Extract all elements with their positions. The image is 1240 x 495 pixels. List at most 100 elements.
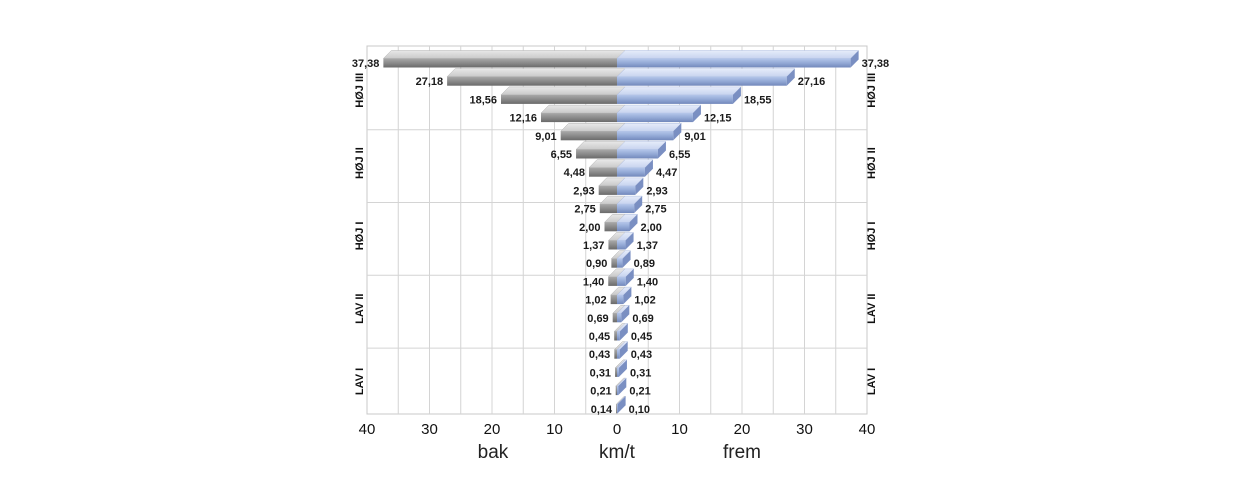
label-layer: 40 30 20 10 0 10 20 30 40 HØJ III HØJ III HØJ II HØJ…	[352, 58, 889, 438]
bar-frem-top	[616, 123, 682, 132]
bar-bak	[615, 367, 617, 377]
bar-frem-side	[657, 141, 666, 159]
bar-bak-top	[540, 104, 626, 114]
bar-bak-top	[560, 123, 626, 132]
bar-frem	[617, 367, 619, 377]
data-label-frem: 1,02	[634, 295, 655, 307]
data-label-frem: 2,75	[645, 204, 666, 216]
bar-bak	[612, 313, 617, 323]
group-label-right: LAV I	[866, 368, 878, 395]
bar-frem-side	[623, 287, 632, 305]
bar-bak	[610, 295, 617, 305]
bar-frem	[617, 386, 619, 396]
data-label-bak: 37,38	[352, 58, 380, 70]
group-label-left: HØJ II	[354, 147, 366, 179]
bar-frem-side	[625, 268, 634, 286]
bar-frem	[617, 185, 636, 195]
data-label-bak: 0,45	[589, 331, 610, 343]
group-label-right: HØJ II	[866, 147, 878, 179]
group-label-left: LAV I	[354, 368, 366, 395]
bar-bak	[614, 331, 617, 341]
bar-frem	[617, 131, 674, 141]
data-label-bak: 0,69	[587, 313, 608, 325]
data-label-bak: 1,02	[585, 295, 606, 307]
x-axis-label-right: frem	[723, 442, 761, 463]
data-label-bak: 6,55	[551, 149, 572, 161]
x-tick-label: 30	[421, 421, 438, 438]
bar-bak	[501, 94, 617, 104]
bar-frem-top	[616, 141, 667, 150]
group-label-left: LAV II	[354, 294, 366, 324]
bar-bak-top	[575, 141, 626, 150]
x-axis-label-center: km/t	[599, 442, 636, 463]
data-label-frem: 2,00	[641, 222, 662, 234]
x-axis-label-left: bak	[478, 442, 509, 463]
bar-frem-side	[634, 196, 643, 214]
bar-frem	[617, 113, 693, 123]
bar-frem-side	[635, 177, 644, 195]
data-label-frem: 0,69	[632, 313, 653, 325]
bar-bak	[541, 113, 617, 123]
bar-frem-side	[644, 159, 653, 177]
data-label-frem: 0,31	[630, 367, 651, 379]
group-label-left: HØJ I	[354, 222, 366, 251]
bar-frem-side	[621, 305, 630, 323]
data-label-bak: 12,16	[509, 113, 537, 125]
data-label-bak: 1,40	[583, 276, 604, 288]
bar-bak	[589, 167, 617, 177]
bar-frem	[617, 276, 626, 286]
data-label-frem: 0,21	[629, 386, 650, 398]
bar-frem	[617, 76, 787, 86]
x-tick-label: 20	[734, 421, 751, 438]
bar-frem-side	[619, 323, 628, 341]
bar-frem-side	[617, 396, 626, 414]
group-label-left: HØJ III	[354, 73, 366, 108]
bar-bak-top	[382, 50, 626, 59]
bar-frem-side	[618, 359, 627, 377]
bar-frem	[617, 204, 635, 214]
data-label-frem: 27,16	[798, 76, 826, 88]
data-label-bak: 0,21	[590, 386, 611, 398]
group-label-right: HØJ III	[866, 73, 878, 108]
bar-frem	[617, 167, 645, 177]
bar-frem-side	[622, 250, 631, 268]
bar-bak-top	[446, 68, 626, 77]
bar-bak	[576, 149, 617, 159]
data-label-bak: 0,43	[589, 349, 610, 361]
bar-bak-top	[500, 86, 626, 96]
bar-bak	[611, 258, 617, 268]
data-label-bak: 0,90	[586, 258, 607, 270]
data-label-frem: 6,55	[669, 149, 690, 161]
x-tick-label: 30	[796, 421, 813, 438]
data-label-bak: 0,14	[591, 404, 613, 416]
bar-bak	[560, 131, 617, 141]
bar-frem-top	[616, 104, 702, 114]
bar-frem	[617, 349, 620, 359]
bar-frem-top	[616, 86, 742, 96]
x-tick-label: 10	[671, 421, 688, 438]
bar-bak	[614, 349, 617, 359]
bar-frem	[617, 313, 622, 323]
bar-frem	[617, 58, 851, 68]
bar-bak	[599, 204, 617, 214]
data-label-frem: 1,37	[637, 240, 658, 252]
data-label-frem: 37,38	[862, 58, 890, 70]
data-label-frem: 0,43	[631, 349, 652, 361]
bar-bak	[608, 240, 617, 250]
bar-frem-side	[786, 68, 795, 86]
data-label-bak: 2,75	[574, 204, 595, 216]
bar-bak	[604, 222, 617, 232]
bar-frem	[617, 331, 620, 341]
bar-frem	[617, 240, 626, 250]
data-label-frem: 0,10	[629, 404, 650, 416]
data-label-bak: 18,56	[469, 94, 497, 106]
data-label-frem: 1,40	[637, 276, 658, 288]
bar-frem-side	[673, 123, 682, 141]
bar-frem	[617, 295, 624, 305]
data-label-frem: 0,45	[631, 331, 652, 343]
bar-frem	[617, 222, 630, 232]
data-label-frem: 2,93	[646, 185, 667, 197]
bar-bak	[598, 185, 617, 195]
